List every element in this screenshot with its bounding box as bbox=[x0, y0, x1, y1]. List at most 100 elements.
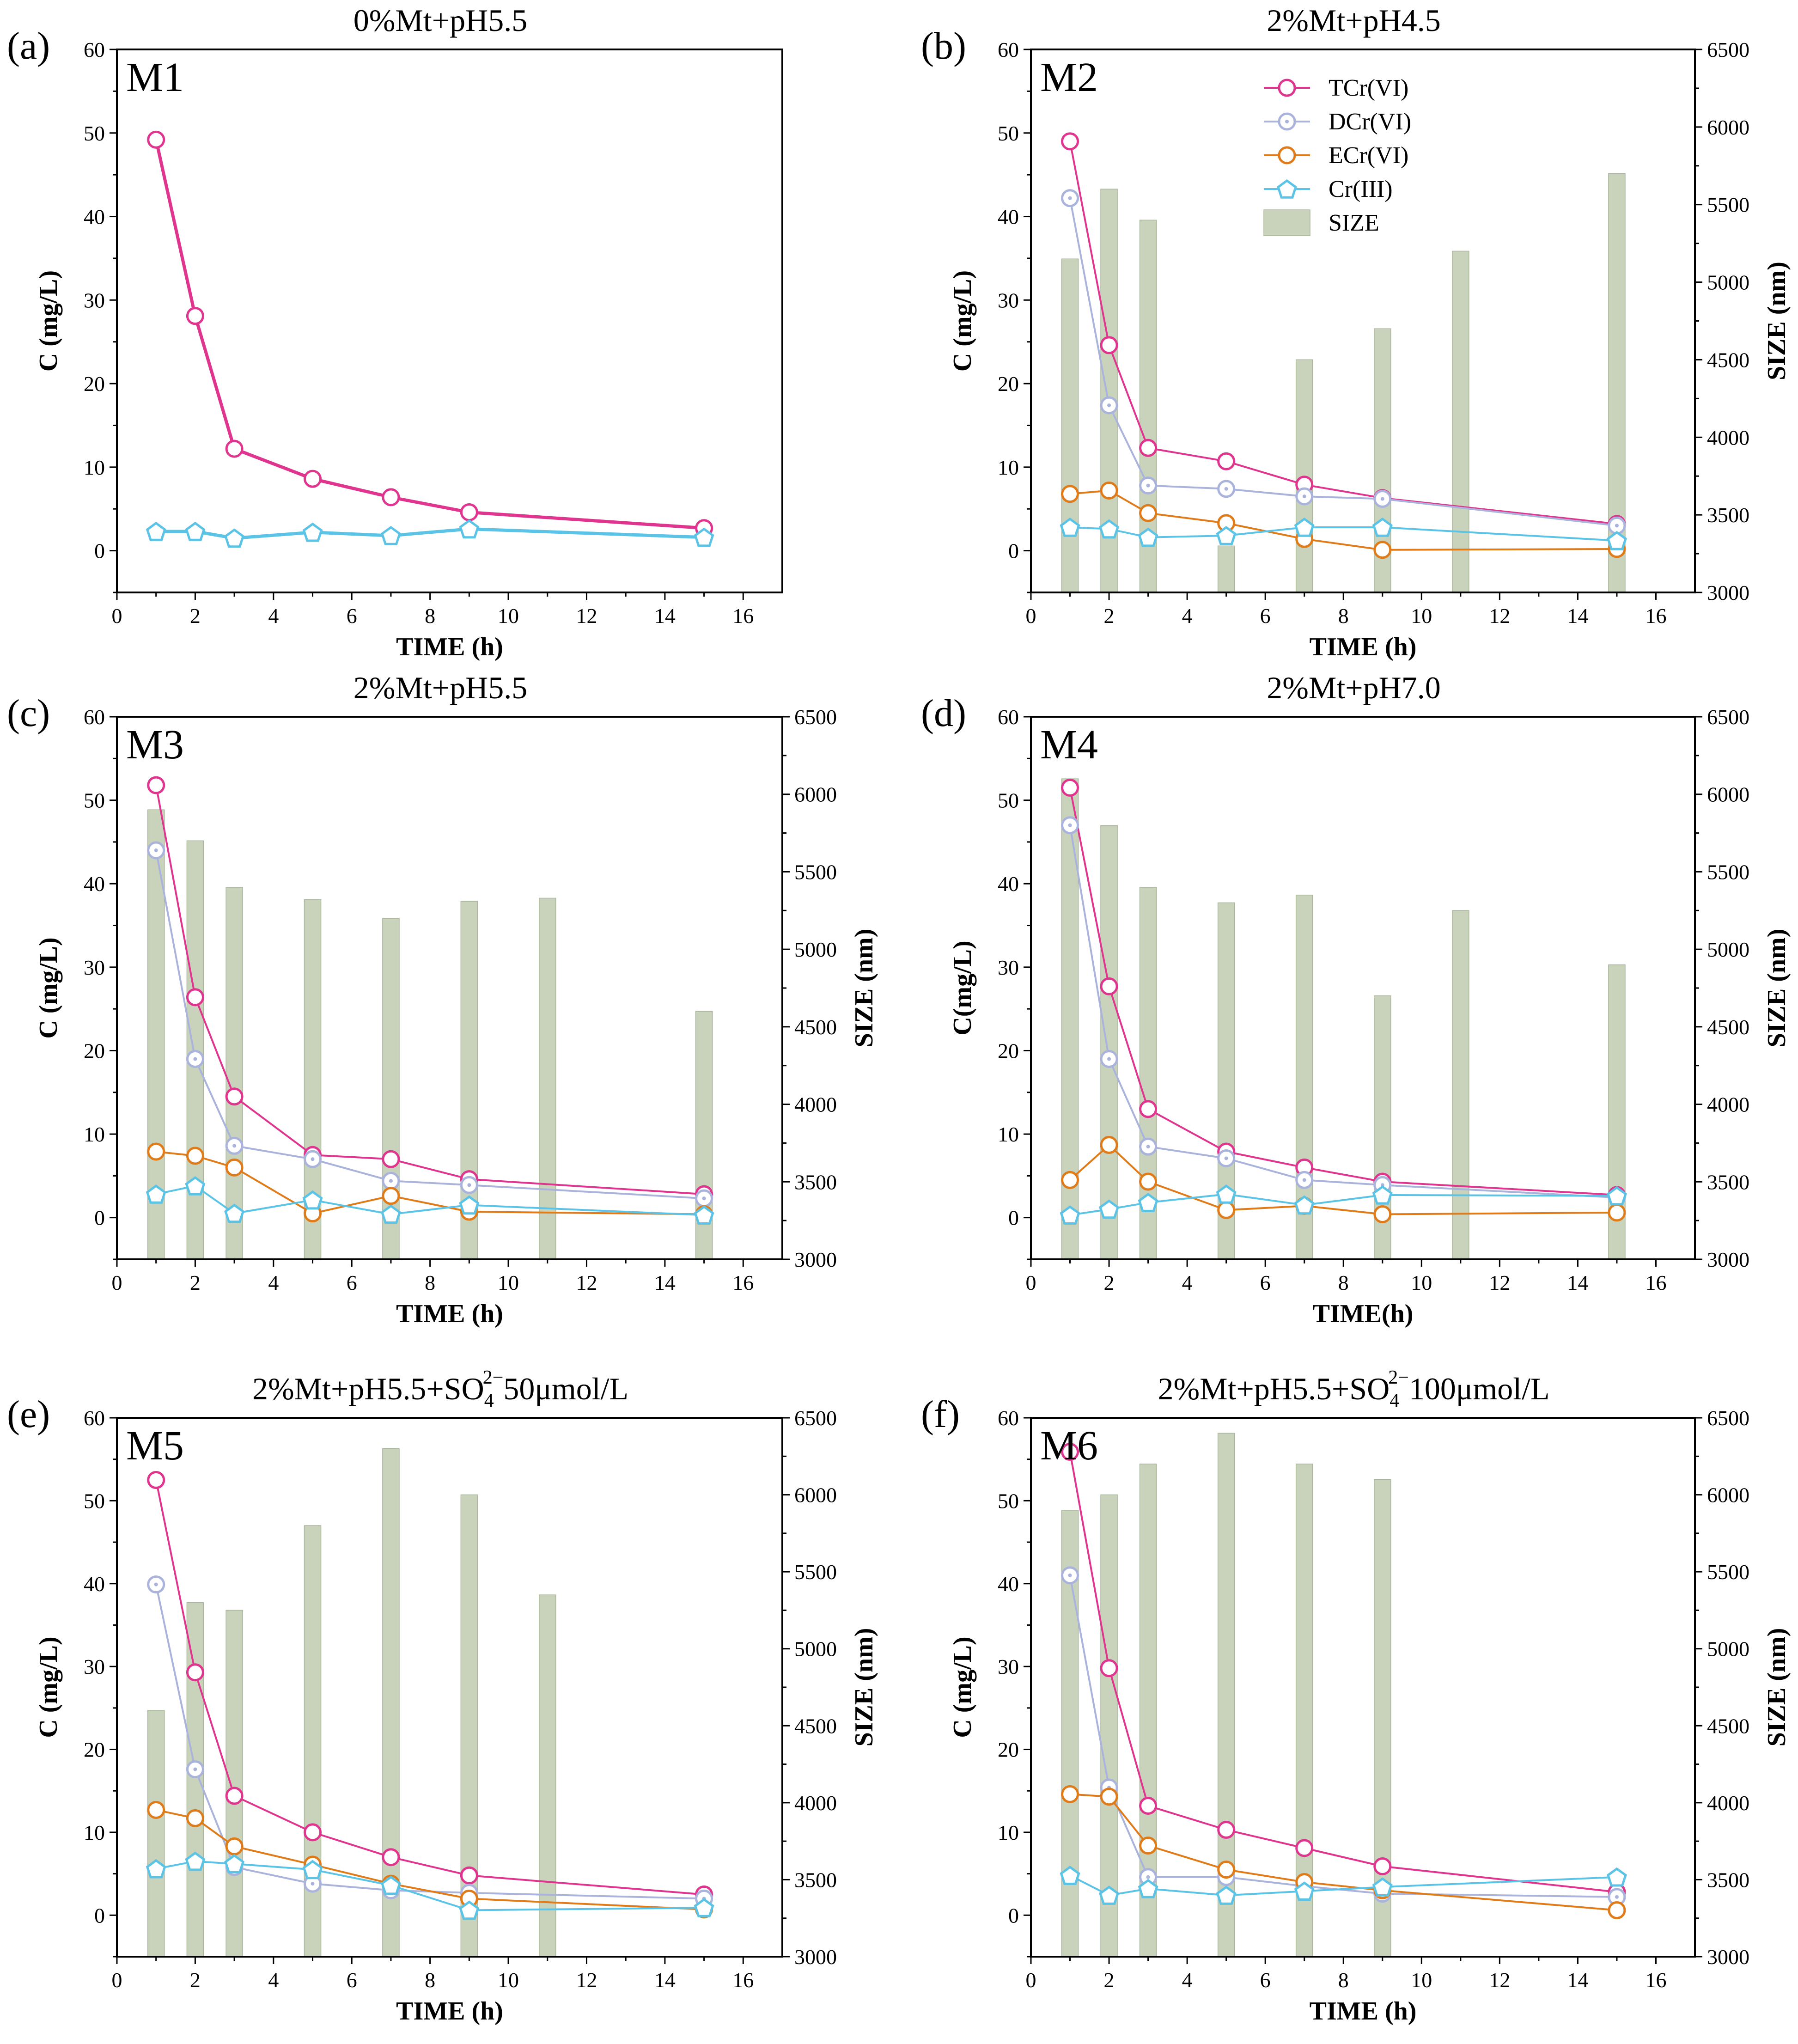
point-dcr-dot bbox=[1615, 524, 1619, 528]
point-tcr bbox=[1061, 132, 1079, 151]
y2-tick-label: 6000 bbox=[1707, 1483, 1749, 1507]
y-tick-label: 10 bbox=[998, 456, 1019, 479]
y-tick-label: 50 bbox=[84, 122, 105, 145]
y2-tick-label: 6500 bbox=[794, 705, 837, 729]
point-cr3 bbox=[146, 1859, 166, 1879]
y-tick-label: 0 bbox=[94, 539, 105, 563]
title-post: 50μmol/L bbox=[503, 1371, 628, 1406]
x-tick-label: 16 bbox=[1645, 604, 1666, 628]
point-cr3 bbox=[459, 519, 480, 539]
point-dcr-dot bbox=[1068, 196, 1072, 200]
size-bar bbox=[1452, 910, 1469, 1260]
x-tick-label: 12 bbox=[1489, 1271, 1510, 1294]
point-tcr bbox=[1100, 1659, 1118, 1678]
y-tick-label: 60 bbox=[84, 1406, 105, 1430]
x-tick-label: 0 bbox=[1026, 1968, 1036, 1992]
x-axis-label: TIME(h) bbox=[1313, 1300, 1414, 1328]
x-tick-label: 14 bbox=[1567, 1271, 1588, 1294]
point-tcr bbox=[1061, 779, 1079, 797]
legend-label-ecr: ECr(VI) bbox=[1329, 142, 1408, 169]
panel-letter: (b) bbox=[921, 24, 966, 67]
x-tick-label: 12 bbox=[1489, 1968, 1510, 1992]
y-tick-label: 40 bbox=[84, 872, 105, 896]
x-tick-label: 2 bbox=[190, 604, 201, 628]
point-tcr bbox=[1100, 336, 1118, 354]
panel-title: 0%Mt+pH5.5 bbox=[354, 3, 527, 38]
y-tick-label: 20 bbox=[998, 1039, 1019, 1062]
x-tick-label: 10 bbox=[498, 1968, 519, 1992]
point-ecr bbox=[1608, 1203, 1626, 1222]
x-tick-label: 14 bbox=[654, 1271, 676, 1294]
point-dcr-dot bbox=[467, 1183, 471, 1187]
x-tick-label: 10 bbox=[1411, 1271, 1432, 1294]
point-tcr bbox=[186, 988, 204, 1007]
y-tick-label: 20 bbox=[84, 1738, 105, 1762]
x-tick-label: 14 bbox=[1567, 604, 1588, 628]
y2-tick-label: 4500 bbox=[1707, 348, 1749, 372]
x-tick-label: 6 bbox=[1260, 1968, 1271, 1992]
x-tick-label: 4 bbox=[268, 604, 279, 628]
point-cr3 bbox=[1294, 1881, 1315, 1901]
y-tick-label: 60 bbox=[998, 38, 1019, 61]
point-ecr bbox=[1217, 1861, 1236, 1879]
model-label: M4 bbox=[1040, 722, 1098, 768]
y2-tick-label: 5500 bbox=[1707, 860, 1749, 884]
legend-label-dcr: DCr(VI) bbox=[1329, 109, 1411, 135]
y2-tick-label: 5000 bbox=[794, 1637, 837, 1661]
x-tick-label: 12 bbox=[576, 604, 597, 628]
model-label: M6 bbox=[1040, 1423, 1098, 1469]
x-tick-label: 10 bbox=[1411, 1968, 1432, 1992]
legend-marker-ecr bbox=[1278, 146, 1296, 165]
title-pre: 2%Mt+pH5.5+SO bbox=[1158, 1371, 1390, 1406]
x-tick-label: 4 bbox=[1182, 1271, 1193, 1294]
y2-axis-label: SIZE (nm) bbox=[850, 929, 878, 1048]
point-ecr bbox=[225, 1158, 244, 1177]
y2-tick-label: 6000 bbox=[1707, 116, 1749, 139]
x-tick-label: 0 bbox=[112, 1968, 122, 1992]
point-ecr bbox=[382, 1187, 400, 1205]
x-axis-label: TIME (h) bbox=[396, 1997, 503, 2026]
x-tick-label: 14 bbox=[1567, 1968, 1588, 1992]
point-cr3 bbox=[694, 527, 714, 547]
point-cr3 bbox=[459, 1900, 480, 1920]
y-tick-label: 0 bbox=[1008, 1206, 1019, 1230]
point-ecr bbox=[1061, 485, 1079, 503]
y-tick-label: 30 bbox=[998, 1655, 1019, 1678]
x-tick-label: 14 bbox=[654, 604, 676, 628]
title-sub: 4 bbox=[1390, 1390, 1399, 1411]
y-tick-label: 40 bbox=[998, 872, 1019, 896]
point-cr3 bbox=[1060, 1205, 1080, 1225]
point-tcr bbox=[1061, 1443, 1079, 1461]
point-tcr bbox=[1217, 452, 1236, 470]
x-axis-label: TIME (h) bbox=[1310, 633, 1417, 661]
y-tick-label: 20 bbox=[84, 1039, 105, 1062]
point-ecr bbox=[147, 1800, 165, 1819]
y-tick-label: 20 bbox=[998, 372, 1019, 396]
x-tick-label: 2 bbox=[1104, 1968, 1115, 1992]
point-cr3 bbox=[224, 1854, 245, 1873]
point-ecr bbox=[1139, 504, 1158, 522]
x-tick-label: 2 bbox=[190, 1271, 201, 1294]
y2-axis-label: SIZE (nm) bbox=[1762, 262, 1791, 380]
point-dcr-dot bbox=[232, 1144, 237, 1148]
point-cr3 bbox=[302, 1860, 323, 1879]
title-post: 100μmol/L bbox=[1409, 1371, 1550, 1406]
x-tick-label: 0 bbox=[112, 604, 122, 628]
model-label: M2 bbox=[1040, 55, 1098, 100]
x-tick-label: 0 bbox=[1026, 1271, 1036, 1294]
x-tick-label: 12 bbox=[576, 1968, 597, 1992]
y-tick-label: 60 bbox=[998, 1406, 1019, 1430]
size-bar bbox=[1452, 250, 1469, 593]
y2-tick-label: 6000 bbox=[794, 783, 837, 806]
point-ecr bbox=[1100, 481, 1118, 500]
point-cr3 bbox=[146, 521, 166, 541]
point-cr3 bbox=[380, 1204, 401, 1224]
y2-tick-label: 4000 bbox=[1707, 1791, 1749, 1815]
y2-tick-label: 5500 bbox=[794, 1560, 837, 1584]
point-tcr bbox=[1100, 977, 1118, 995]
panel-c: 0 2 4 6 8 10 12 14 16 0 10 20 30 40 50 60 3000 3500 4000 45… bbox=[7, 670, 878, 1328]
point-dcr-dot bbox=[1107, 1057, 1111, 1061]
point-tcr bbox=[1373, 1857, 1392, 1875]
y-axis-label: C (mg/L) bbox=[948, 1636, 977, 1738]
panel-letter: (c) bbox=[7, 692, 50, 735]
